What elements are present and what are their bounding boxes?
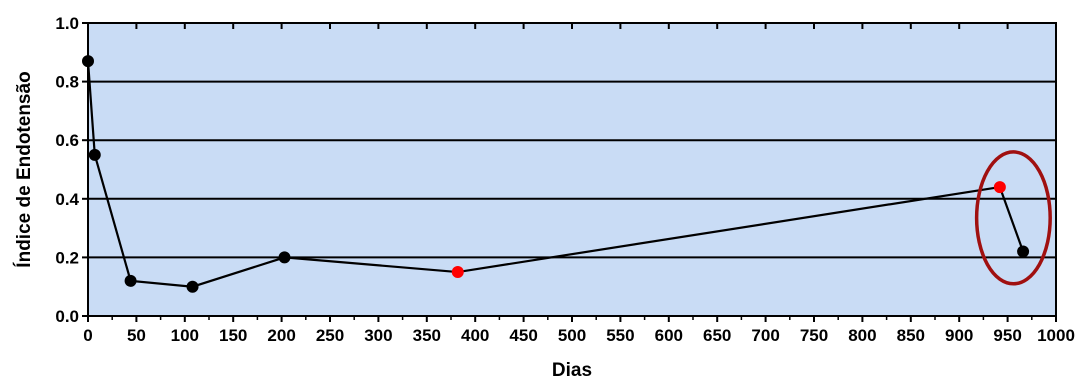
x-tick-label: 850 — [897, 326, 925, 345]
data-point — [82, 55, 94, 68]
y-tick-label: 1.0 — [55, 14, 79, 33]
x-tick-label: 300 — [364, 326, 392, 345]
data-point — [451, 266, 464, 279]
y-axis-title: Índice de Endotensão — [13, 71, 35, 267]
y-tick-label: 0.8 — [55, 73, 79, 92]
gridlines — [88, 80, 1056, 259]
plot-area — [88, 23, 1056, 316]
annotations — [974, 150, 1052, 286]
x-tick-label: 500 — [558, 326, 586, 345]
x-tick-label: 0 — [83, 326, 92, 345]
x-axis-ticks: 0 50 100 150 200 250 300 350 400 450 500 550 600 650 7… — [83, 23, 1075, 345]
x-tick-label: 900 — [945, 326, 973, 345]
y-axis-ticks: 0.0 0.2 0.4 0.6 0.8 1.0 — [55, 14, 88, 326]
series-line — [86, 61, 1025, 288]
data-point — [278, 251, 291, 264]
data-point — [186, 280, 199, 293]
x-tick-label: 200 — [267, 326, 295, 345]
x-tick-label: 450 — [509, 326, 537, 345]
x-tick-label: 600 — [655, 326, 683, 345]
x-tick-label: 700 — [751, 326, 779, 345]
highlight-ellipse — [974, 150, 1052, 286]
x-tick-label: 400 — [461, 326, 489, 345]
data-point — [124, 274, 137, 287]
x-tick-label: 100 — [171, 326, 199, 345]
x-axis-title: Dias — [552, 360, 592, 381]
data-point — [993, 181, 1006, 194]
x-tick-label: 350 — [413, 326, 441, 345]
x-tick-label: 750 — [800, 326, 828, 345]
x-tick-label: 150 — [219, 326, 247, 345]
y-tick-label: 0.4 — [55, 190, 79, 209]
data-point — [88, 148, 101, 161]
x-tick-label: 800 — [848, 326, 876, 345]
y-tick-label: 0.6 — [55, 131, 79, 150]
x-tick-label: 50 — [127, 326, 146, 345]
x-tick-label: 650 — [703, 326, 731, 345]
series — [82, 55, 1030, 293]
x-tick-label: 250 — [316, 326, 344, 345]
x-tick-label: 950 — [993, 326, 1021, 345]
y-tick-label: 0.0 — [55, 307, 79, 326]
x-tick-label: 550 — [606, 326, 634, 345]
y-tick-label: 0.2 — [55, 248, 79, 267]
x-tick-label: 1000 — [1037, 326, 1075, 345]
data-point — [1017, 245, 1030, 258]
